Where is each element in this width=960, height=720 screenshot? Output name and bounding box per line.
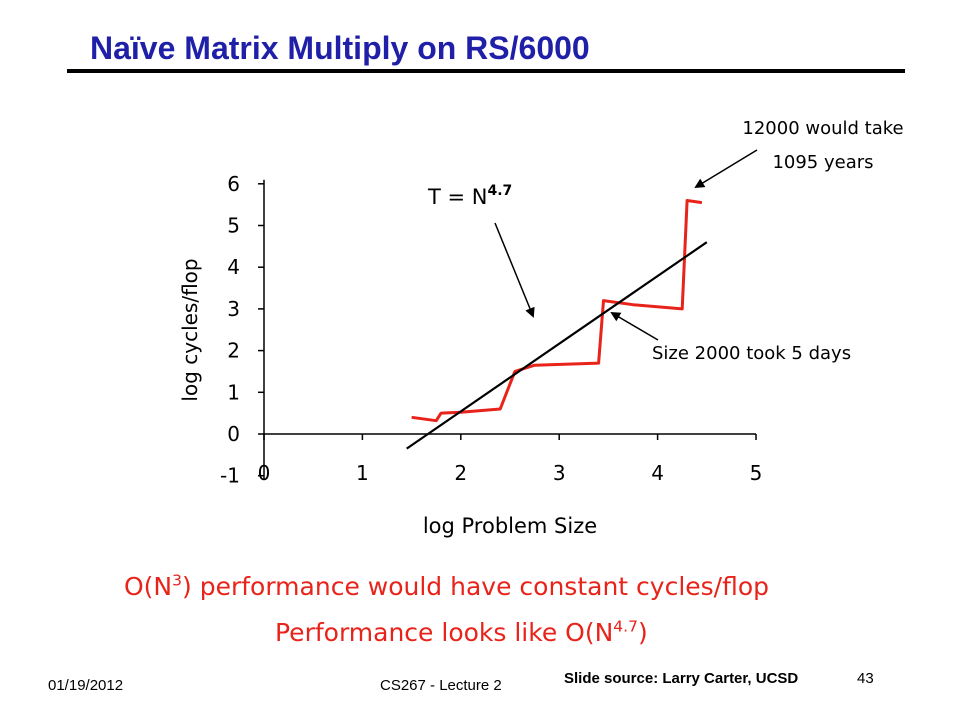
x-tick-label: 3 [553,461,566,485]
size2000-annotation: Size 2000 took 5 days [652,343,851,364]
fit-annotation-arrow [494,222,535,318]
would-take-arrow [694,149,758,189]
y-tick-label: 5 [227,214,240,238]
y-tick-label: 3 [227,297,240,321]
x-axis-label: log Problem Size [423,514,597,538]
x-tick-label: 4 [651,461,664,485]
fit-annotation-exponent: 4.7 [487,183,512,199]
y-tick-label: 2 [227,339,240,363]
statement2-pre: Performance looks like O(N [275,618,614,647]
y-tick-label: 1 [227,380,240,404]
y-tick-label: 4 [227,255,240,279]
size2000-arrow [610,311,659,341]
statement2-exponent: 4.7 [613,617,638,636]
x-tick-label: 2 [454,461,467,485]
statement1-post: ) performance would have constant cycles… [182,572,770,601]
footer-page-number: 43 [857,670,874,687]
statement1-exponent: 3 [172,571,183,590]
footer-source: Slide source: Larry Carter, UCSD [564,670,799,687]
x-tick-label: 0 [258,461,271,485]
slide-title: Naïve Matrix Multiply on RS/6000 [90,30,590,66]
would-take-annotation-line1: 12000 would take [742,118,903,139]
y-axis-label: log cycles/flop [178,258,202,401]
x-tick-label: 5 [750,461,763,485]
title-underline [67,69,905,73]
fit-line [406,241,708,450]
measured-cycles-line [411,199,703,423]
y-tick-label: 6 [227,172,240,196]
fit-annotation-base: T = N [427,185,487,209]
statement2-post: ) [637,618,648,647]
footer-date: 01/19/2012 [48,677,124,694]
performance-statement: Performance looks like O(N4.7) [275,618,648,647]
footer-course: CS267 - Lecture 2 [380,677,502,694]
statement1-pre: O(N [124,572,173,601]
y-tick-label: 0 [227,422,240,446]
y-tick-label: -1 [220,464,240,488]
fit-annotation: T = N4.7 [427,183,512,209]
constant-cycles-statement: O(N3) performance would have constant cy… [124,572,769,601]
would-take-annotation-line2: 1095 years [772,152,873,173]
x-tick-label: 1 [356,461,369,485]
